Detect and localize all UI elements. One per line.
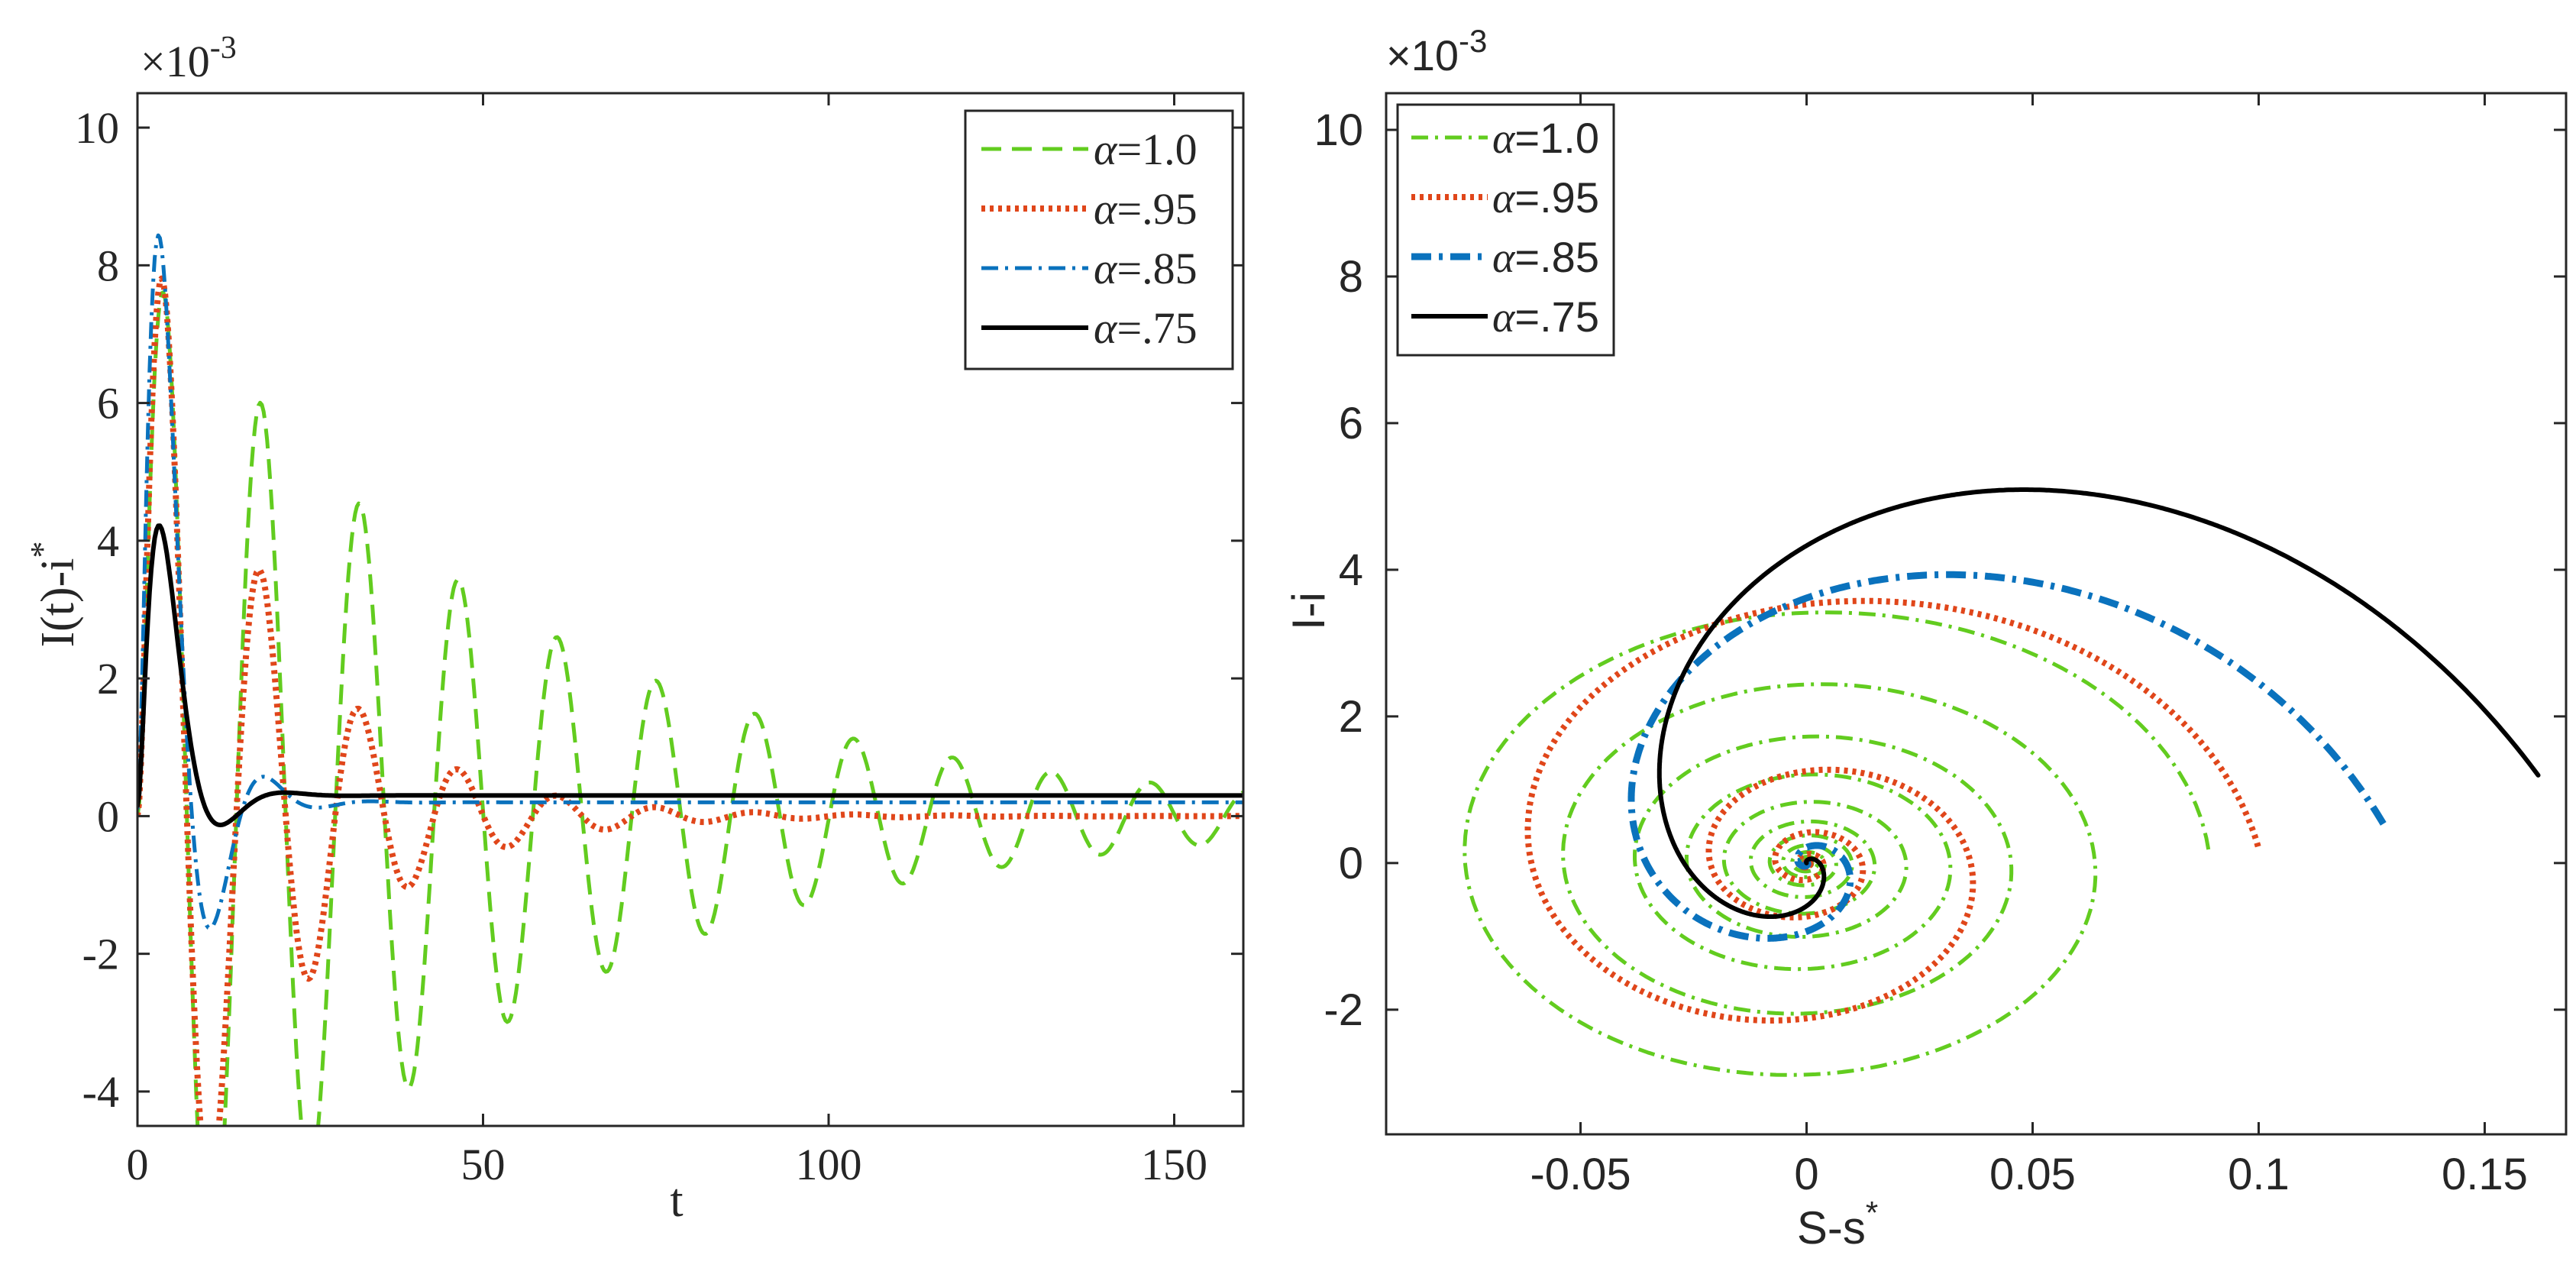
left-exponent-label: ×10-3	[141, 31, 237, 86]
left-chart: 0 50 100 150 -4 -2 0 2 4 6 8 10 ×10-3 t I(t)-i* α=…	[24, 31, 1245, 1227]
left-x-ticks: 0 50 100 150	[127, 93, 1207, 1189]
right-x-ticks: -0.05 0 0.05 0.1 0.15	[1530, 93, 2528, 1199]
left-legend-box	[964, 109, 1234, 370]
left-y-tick-label: 6	[97, 379, 119, 429]
right-y-tick-label: 4	[1339, 545, 1363, 595]
right-y-axis-label: I-i	[1283, 592, 1334, 630]
right-legend-label: α=1.0	[1492, 114, 1599, 163]
left-y-tick-label: -2	[82, 930, 119, 979]
left-y-tick-label: 0	[97, 791, 119, 841]
left-series-line-3	[137, 523, 1243, 827]
left-y-tick-label: 10	[75, 103, 119, 153]
right-y-tick-label: 6	[1339, 399, 1363, 448]
right-axes-box	[1385, 92, 2568, 1136]
right-x-axis-label: S-s*	[1797, 1195, 1878, 1253]
right-series-group	[1463, 487, 2541, 1077]
right-x-tick-label: 0.05	[1989, 1150, 2076, 1199]
right-series-line-0	[1463, 610, 2211, 1077]
right-legend-label: α=.95	[1492, 173, 1599, 222]
right-y-ticks: -2 0 2 4 6 8 10	[1314, 105, 2566, 1035]
left-y-tick-label: 2	[97, 654, 119, 704]
right-y-tick-label: 2	[1339, 692, 1363, 742]
right-y-tick-label: 10	[1314, 105, 1363, 155]
left-legend: α=1.0 α=.95 α=.85 α=.75	[964, 109, 1234, 370]
right-series-line-2	[1627, 571, 2387, 942]
left-y-tick-label: -4	[82, 1067, 119, 1117]
right-x-tick-label: 0.15	[2442, 1150, 2528, 1199]
left-legend-label: α=.75	[1094, 303, 1198, 353]
right-legend: α=1.0 α=.95 α=.85 α=.75	[1396, 103, 1615, 357]
right-y-tick-label: 0	[1339, 839, 1363, 888]
left-y-axis-label: I(t)-i*	[24, 541, 84, 647]
right-legend-label: α=.85	[1492, 233, 1599, 282]
right-series-line-3	[1656, 487, 2541, 919]
left-y-tick-label: 8	[97, 241, 119, 290]
left-y-ticks: -4 -2 0 2 4 6 8 10	[75, 103, 1243, 1117]
left-series-line-0	[137, 290, 1243, 1126]
left-y-tick-label: 4	[97, 516, 119, 566]
left-x-tick-label: 150	[1141, 1140, 1207, 1189]
left-series-line-2	[137, 233, 1243, 930]
left-legend-label: α=.85	[1094, 244, 1198, 293]
right-exponent-label: ×10-3	[1386, 23, 1487, 79]
right-legend-box	[1396, 103, 1615, 357]
left-axes-box	[136, 92, 1245, 1127]
right-y-tick-label: 8	[1339, 252, 1363, 302]
right-x-tick-label: -0.05	[1530, 1150, 1631, 1199]
left-x-tick-label: 100	[796, 1140, 862, 1189]
right-legend-label: α=.75	[1492, 293, 1599, 341]
right-x-tick-label: 0.1	[2228, 1150, 2290, 1199]
right-y-tick-label: -2	[1324, 985, 1363, 1035]
left-series-group	[137, 233, 1243, 1126]
left-x-axis-label: t	[670, 1175, 683, 1227]
right-chart: -0.05 0 0.05 0.1 0.15 -2 0 2 4 6 8 10 ×10-3 S-s* I…	[1283, 23, 2568, 1253]
right-x-tick-label: 0	[1794, 1150, 1818, 1199]
left-x-tick-label: 50	[461, 1140, 506, 1189]
left-legend-label: α=.95	[1094, 184, 1198, 234]
left-x-tick-label: 0	[127, 1140, 149, 1189]
left-legend-label: α=1.0	[1094, 125, 1198, 174]
